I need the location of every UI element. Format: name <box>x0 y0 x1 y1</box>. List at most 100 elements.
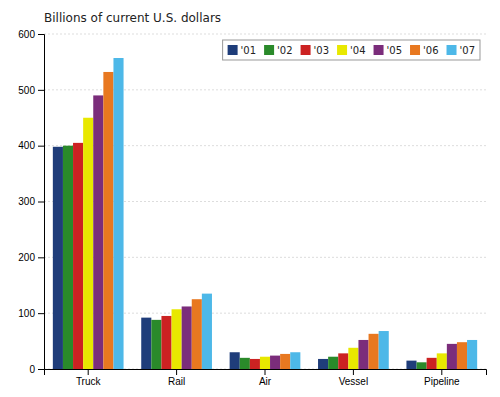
legend-label: '06 <box>423 45 438 56</box>
tick-mark <box>88 369 89 375</box>
tick: 600 <box>18 29 44 40</box>
legend-item: '03 <box>301 45 329 56</box>
bar <box>280 354 290 369</box>
tick: Truck <box>76 369 102 387</box>
tick: 300 <box>18 196 44 207</box>
bar <box>348 348 358 369</box>
bar <box>103 72 113 369</box>
tick-label: Rail <box>168 376 185 387</box>
tick: 200 <box>18 252 44 263</box>
bar <box>447 344 457 369</box>
bar <box>417 362 427 369</box>
bar <box>406 361 416 369</box>
bar <box>328 357 338 369</box>
bar <box>93 95 103 369</box>
tick-label: Truck <box>76 376 102 387</box>
legend-swatch <box>374 45 384 55</box>
legend-item: '06 <box>410 45 438 56</box>
tick-label: Vessel <box>339 376 368 387</box>
plot-area: 0 100 200 300 400 500 600 Truck Rail Air Vessel Pip… <box>18 29 486 387</box>
bar <box>457 342 467 369</box>
tick-label: 600 <box>18 29 35 40</box>
bar <box>318 359 328 369</box>
legend-item: '05 <box>374 45 402 56</box>
bar <box>113 58 123 369</box>
bar <box>379 331 389 369</box>
tick-mark <box>38 257 44 258</box>
legend-swatch <box>264 45 274 55</box>
y-axis: 0 100 200 300 400 500 600 <box>18 29 44 375</box>
legend-item: '07 <box>447 45 475 56</box>
tick-mark <box>38 34 44 35</box>
bar <box>172 309 182 369</box>
tick: 500 <box>18 85 44 96</box>
tick-label: 0 <box>29 364 35 375</box>
x-axis: Truck Rail Air Vessel Pipeline <box>45 369 487 387</box>
grid <box>44 34 486 369</box>
tick: 400 <box>18 140 44 151</box>
tick: Air <box>259 369 272 387</box>
legend-swatch <box>228 45 238 55</box>
tick-mark <box>353 369 354 375</box>
tick-label: 100 <box>18 308 35 319</box>
legend: '01 '02 '03 '04 '05 '06 '07 <box>223 40 480 60</box>
tick-label: 300 <box>18 196 35 207</box>
bar <box>369 334 379 369</box>
legend-label: '01 <box>241 45 256 56</box>
tick-label: 500 <box>18 85 35 96</box>
tick-mark <box>38 369 44 370</box>
bar <box>240 358 250 369</box>
legend-item: '02 <box>264 45 292 56</box>
bar <box>338 353 348 369</box>
tick-label: Pipeline <box>424 376 460 387</box>
bar-series <box>113 58 477 369</box>
tick: 100 <box>18 308 44 319</box>
legend-label: '03 <box>314 45 329 56</box>
chart-svg: 0 100 200 300 400 500 600 Truck Rail Air Vessel Pip… <box>0 0 500 397</box>
bar <box>437 353 447 369</box>
tick-label: 200 <box>18 252 35 263</box>
bar <box>151 320 161 369</box>
bar <box>83 118 93 369</box>
bar <box>192 299 202 369</box>
axis-line <box>38 35 45 370</box>
legend-swatch <box>447 45 457 55</box>
bar-series <box>83 118 447 369</box>
bar <box>270 356 280 369</box>
bar <box>73 143 83 369</box>
bar <box>202 294 212 369</box>
legend-swatch <box>410 45 420 55</box>
title: Billions of current U.S. dollars <box>44 11 221 25</box>
tick-mark <box>265 369 266 375</box>
tick: Rail <box>168 369 185 387</box>
legend-label: '07 <box>460 45 475 56</box>
bar <box>161 316 171 369</box>
bar <box>358 340 368 369</box>
tick-mark <box>38 202 44 203</box>
bar-series <box>73 143 437 369</box>
tick: Vessel <box>339 369 368 387</box>
grid-line <box>44 34 486 35</box>
tick-mark <box>38 313 44 314</box>
bar <box>260 357 270 369</box>
bar <box>63 146 73 369</box>
tick: 0 <box>29 364 44 375</box>
axis-line <box>45 370 487 376</box>
bar <box>467 340 477 369</box>
bar <box>53 147 63 369</box>
legend-label: '02 <box>277 45 292 56</box>
legend-label: '04 <box>350 45 365 56</box>
bar <box>141 318 151 369</box>
legend-frame <box>223 40 480 60</box>
tick-mark <box>38 90 44 91</box>
bar <box>230 352 240 369</box>
bar-series <box>103 72 467 369</box>
legend-swatch <box>301 45 311 55</box>
legend-swatch <box>337 45 347 55</box>
tick-mark <box>441 369 442 375</box>
legend-label: '05 <box>387 45 402 56</box>
tick-mark <box>176 369 177 375</box>
legend-item: '01 <box>228 45 256 56</box>
tick-mark <box>38 146 44 147</box>
bar-series <box>93 95 457 369</box>
